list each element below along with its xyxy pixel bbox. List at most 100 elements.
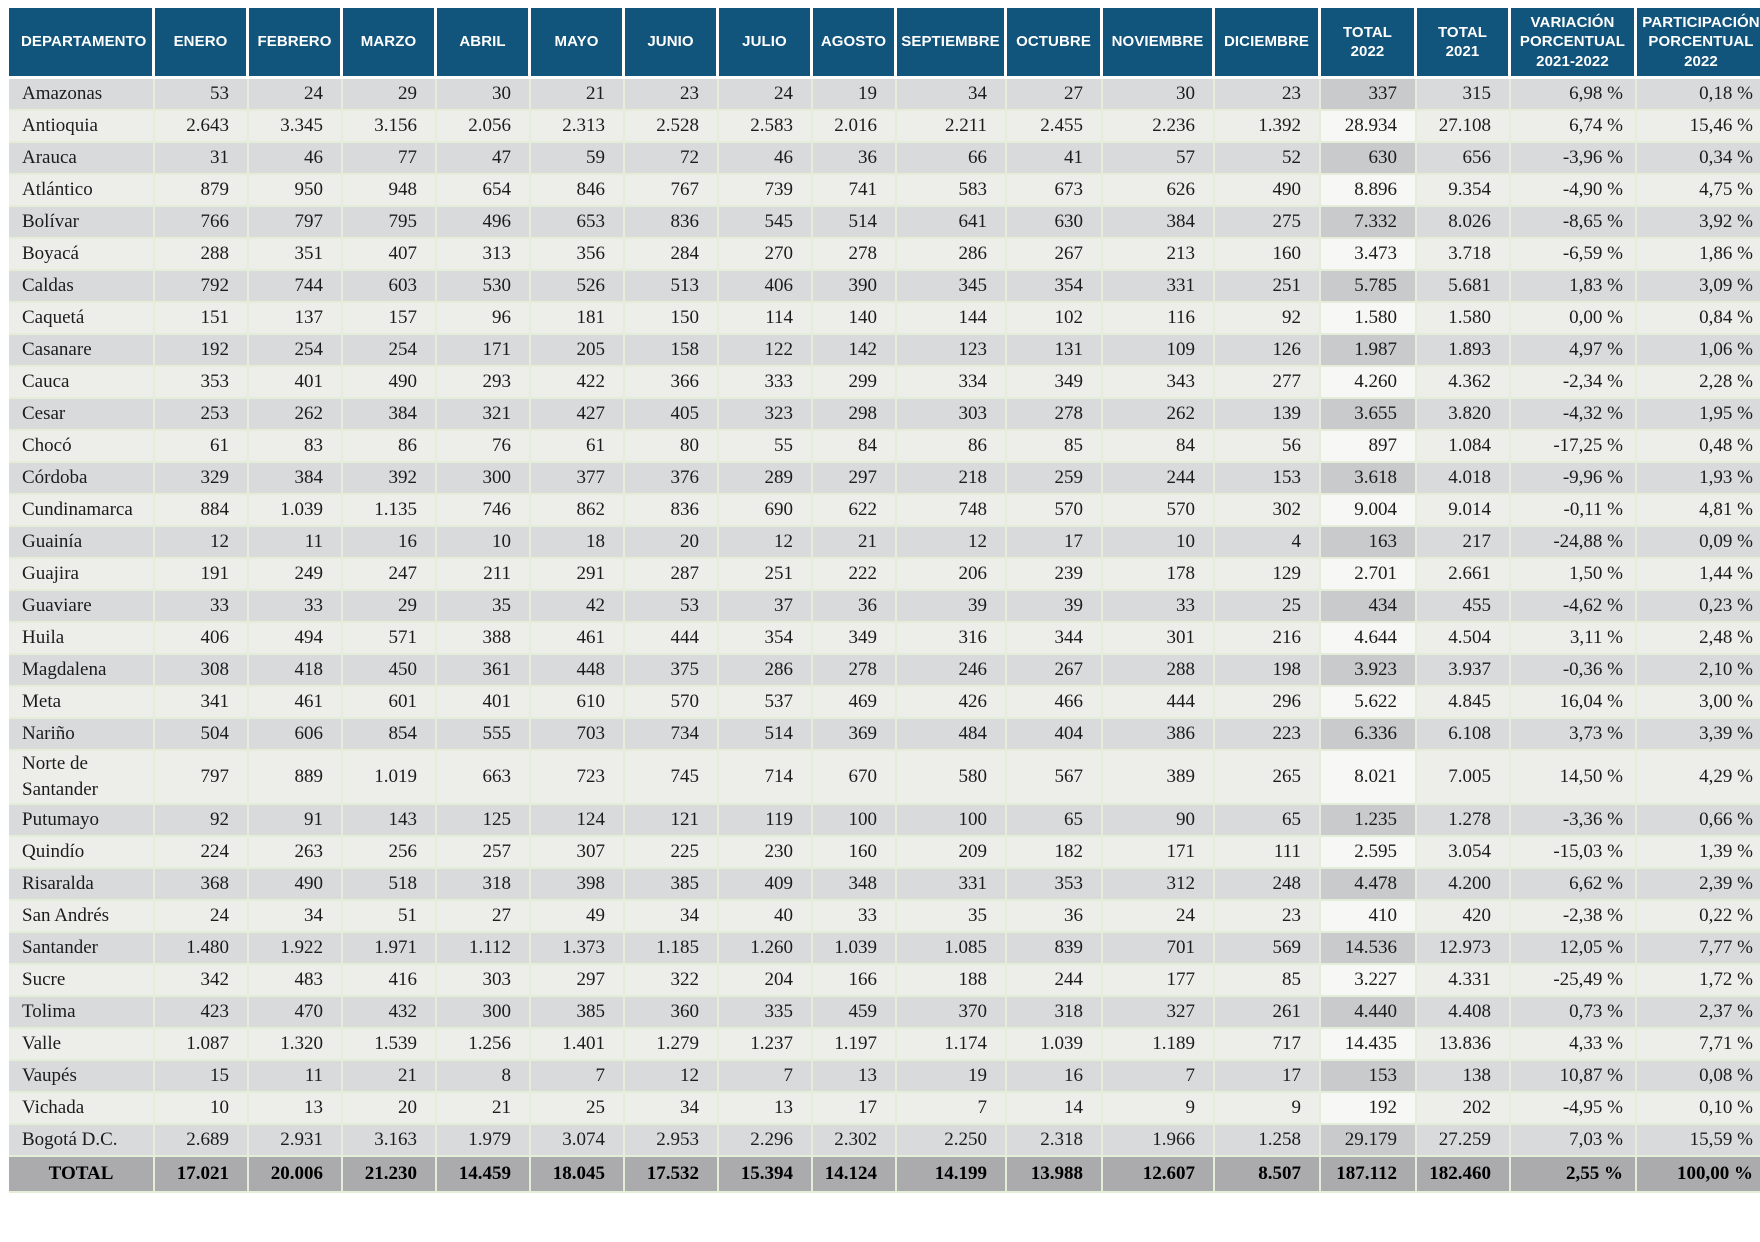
cell-variacion-porcentual: -3,36 % [1511, 805, 1637, 837]
cell-septiembre: 19 [897, 1061, 1007, 1093]
cell-total-2021: 3.054 [1417, 837, 1511, 869]
cell-participacion-porcentual: 1,44 % [1637, 559, 1760, 591]
cell-diciembre: 23 [1215, 901, 1321, 933]
cell-marzo: 1.019 [343, 751, 437, 805]
cell-total-2021: 202 [1417, 1093, 1511, 1125]
cell-variacion-porcentual: 16,04 % [1511, 687, 1637, 719]
cell-octubre: 404 [1007, 719, 1103, 751]
cell-abril: 35 [437, 591, 531, 623]
cell-febrero: 3.345 [249, 111, 343, 143]
department-name: Meta [9, 687, 155, 719]
cell-septiembre: 14.199 [897, 1157, 1007, 1193]
cell-enero: 1.480 [155, 933, 249, 965]
cell-total-2022: 29.179 [1321, 1125, 1417, 1157]
cell-diciembre: 261 [1215, 997, 1321, 1029]
cell-abril: 171 [437, 335, 531, 367]
cell-total-2022: 187.112 [1321, 1157, 1417, 1193]
cell-marzo: 77 [343, 143, 437, 175]
cell-diciembre: 9 [1215, 1093, 1321, 1125]
cell-total-2022: 163 [1321, 527, 1417, 559]
table-row: Sucre 342 483 416 303 297 322 204 166 188 244 177 85… [9, 965, 1760, 997]
cell-octubre: 344 [1007, 623, 1103, 655]
table-row: Tolima 423 470 432 300 385 360 335 459 370 318 327 2… [9, 997, 1760, 1029]
column-header-junio: JUNIO [625, 8, 719, 79]
cell-mayo: 18.045 [531, 1157, 625, 1193]
cell-febrero: 24 [249, 79, 343, 111]
cell-abril: 555 [437, 719, 531, 751]
cell-enero: 10 [155, 1093, 249, 1125]
cell-participacion-porcentual: 1,93 % [1637, 463, 1760, 495]
cell-febrero: 34 [249, 901, 343, 933]
table-row: Meta 341 461 601 401 610 570 537 469 426 466 444 296… [9, 687, 1760, 719]
cell-variacion-porcentual: 10,87 % [1511, 1061, 1637, 1093]
cell-participacion-porcentual: 1,86 % [1637, 239, 1760, 271]
cell-agosto: 390 [813, 271, 897, 303]
cell-noviembre: 1.189 [1103, 1029, 1215, 1061]
cell-total-2022: 192 [1321, 1093, 1417, 1125]
cell-febrero: 46 [249, 143, 343, 175]
column-header-julio: JULIO [719, 8, 813, 79]
table-row: Risaralda 368 490 518 318 398 385 409 348 331 353 3… [9, 869, 1760, 901]
cell-participacion-porcentual: 15,46 % [1637, 111, 1760, 143]
cell-febrero: 950 [249, 175, 343, 207]
table-row: Cauca 353 401 490 293 422 366 333 299 334 349 343 27… [9, 367, 1760, 399]
cell-diciembre: 251 [1215, 271, 1321, 303]
cell-agosto: 622 [813, 495, 897, 527]
cell-marzo: 157 [343, 303, 437, 335]
cell-junio: 570 [625, 687, 719, 719]
department-name: Putumayo [9, 805, 155, 837]
cell-agosto: 349 [813, 623, 897, 655]
cell-abril: 211 [437, 559, 531, 591]
cell-total-2021: 8.026 [1417, 207, 1511, 239]
cell-total-2022: 410 [1321, 901, 1417, 933]
table-row: Cesar 253 262 384 321 427 405 323 298 303 278 262 13… [9, 399, 1760, 431]
cell-septiembre: 39 [897, 591, 1007, 623]
cell-octubre: 349 [1007, 367, 1103, 399]
cell-febrero: 262 [249, 399, 343, 431]
cell-agosto: 36 [813, 143, 897, 175]
cell-agosto: 297 [813, 463, 897, 495]
cell-variacion-porcentual: -9,96 % [1511, 463, 1637, 495]
cell-noviembre: 386 [1103, 719, 1215, 751]
cell-noviembre: 244 [1103, 463, 1215, 495]
cell-junio: 836 [625, 207, 719, 239]
cell-junio: 34 [625, 1093, 719, 1125]
cell-julio: 114 [719, 303, 813, 335]
cell-febrero: 418 [249, 655, 343, 687]
cell-enero: 12 [155, 527, 249, 559]
cell-febrero: 606 [249, 719, 343, 751]
cell-febrero: 1.320 [249, 1029, 343, 1061]
cell-variacion-porcentual: 0,73 % [1511, 997, 1637, 1029]
cell-febrero: 351 [249, 239, 343, 271]
department-name: Bolívar [9, 207, 155, 239]
cell-junio: 72 [625, 143, 719, 175]
table-row: Putumayo 92 91 143 125 124 121 119 100 100 65 90 65 1… [9, 805, 1760, 837]
cell-total-2022: 3.227 [1321, 965, 1417, 997]
cell-marzo: 16 [343, 527, 437, 559]
cell-abril: 125 [437, 805, 531, 837]
cell-abril: 10 [437, 527, 531, 559]
cell-julio: 354 [719, 623, 813, 655]
cell-septiembre: 580 [897, 751, 1007, 805]
monthly-statistics-table-container: DEPARTAMENTO ENERO FEBRERO MARZO ABRIL MAYO JU… [9, 8, 1760, 1193]
cell-octubre: 41 [1007, 143, 1103, 175]
department-name: Amazonas [9, 79, 155, 111]
table-row: Guainía 12 11 16 10 18 20 12 21 12 17 10 4 163 217 -24,… [9, 527, 1760, 559]
cell-agosto: 670 [813, 751, 897, 805]
cell-diciembre: 717 [1215, 1029, 1321, 1061]
cell-marzo: 21.230 [343, 1157, 437, 1193]
department-name: Cauca [9, 367, 155, 399]
cell-abril: 257 [437, 837, 531, 869]
cell-septiembre: 12 [897, 527, 1007, 559]
cell-mayo: 1.401 [531, 1029, 625, 1061]
cell-febrero: 744 [249, 271, 343, 303]
cell-noviembre: 701 [1103, 933, 1215, 965]
cell-enero: 423 [155, 997, 249, 1029]
cell-total-2021: 4.018 [1417, 463, 1511, 495]
cell-agosto: 2.302 [813, 1125, 897, 1157]
table-row: San Andrés 24 34 51 27 49 34 40 33 35 36 24 23 410 420… [9, 901, 1760, 933]
cell-enero: 24 [155, 901, 249, 933]
cell-participacion-porcentual: 0,84 % [1637, 303, 1760, 335]
cell-septiembre: 316 [897, 623, 1007, 655]
cell-enero: 2.689 [155, 1125, 249, 1157]
